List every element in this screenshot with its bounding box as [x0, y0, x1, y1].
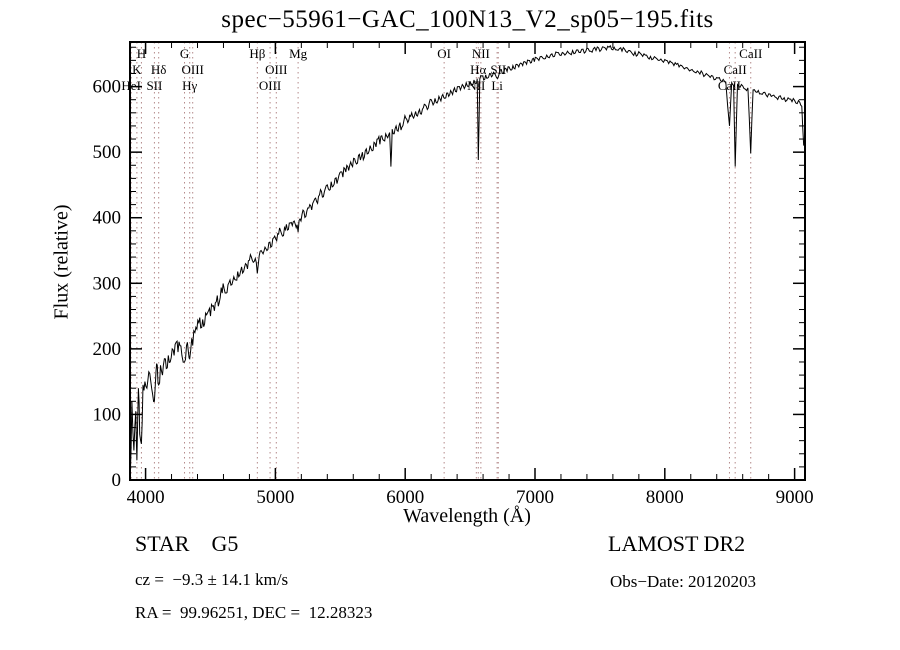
line-marker-label: OI	[437, 46, 451, 61]
obs-date: Obs−Date: 20120203	[610, 572, 757, 591]
y-tick-label: 600	[93, 77, 122, 98]
object-class-label: STAR G5	[135, 531, 239, 556]
plot-title: spec−55961−GAC_100N13_V2_sp05−195.fits	[221, 6, 714, 33]
line-marker-label: H	[137, 46, 146, 61]
axis-box	[129, 41, 806, 481]
x-tick-label: 7000	[516, 487, 554, 508]
x-tick-label: 5000	[256, 487, 294, 508]
line-marker-label: G	[180, 46, 189, 61]
line-marker-label: K	[132, 62, 142, 77]
line-marker-label: Mg	[289, 46, 308, 61]
line-marker-label: Hα	[470, 62, 486, 77]
y-tick-label: 400	[93, 208, 122, 229]
line-marker-label: OIII	[259, 78, 281, 93]
line-marker-label: HeI	[121, 78, 141, 93]
line-marker-label: SII	[146, 78, 162, 93]
y-tick-label: 500	[93, 142, 122, 163]
x-tick-label: 9000	[776, 487, 814, 508]
spectrum-line	[130, 44, 805, 475]
line-marker-label: CaII	[739, 46, 762, 61]
line-marker-label: OIII	[182, 62, 204, 77]
x-tick-label: 8000	[646, 487, 684, 508]
line-marker-label: Hγ	[182, 78, 197, 93]
y-tick-label: 300	[93, 273, 122, 294]
y-axis-label: Flux (relative)	[50, 204, 73, 320]
line-marker-label: CaII	[724, 62, 747, 77]
x-tick-label: 4000	[127, 487, 165, 508]
line-marker-label: NII	[472, 46, 490, 61]
line-marker-label: Hβ	[249, 46, 265, 61]
line-marker-label: Li	[491, 78, 503, 93]
ra-dec: RA = 99.96251, DEC = 12.28323	[135, 603, 373, 622]
line-marker-label: Hδ	[151, 62, 167, 77]
line-marker-label: OIII	[265, 62, 287, 77]
y-tick-label: 100	[93, 404, 122, 425]
y-tick-label: 200	[93, 339, 122, 360]
radial-velocity: cz = −9.3 ± 14.1 km/s	[135, 570, 289, 589]
x-axis-label: Wavelength (Å)	[403, 505, 531, 527]
survey-label: LAMOST DR2	[608, 531, 746, 556]
x-tick-label: 6000	[386, 487, 424, 508]
line-marker-label: NII	[467, 78, 485, 93]
line-marker-label: CaII	[718, 78, 741, 93]
y-tick-label: 0	[112, 470, 122, 491]
